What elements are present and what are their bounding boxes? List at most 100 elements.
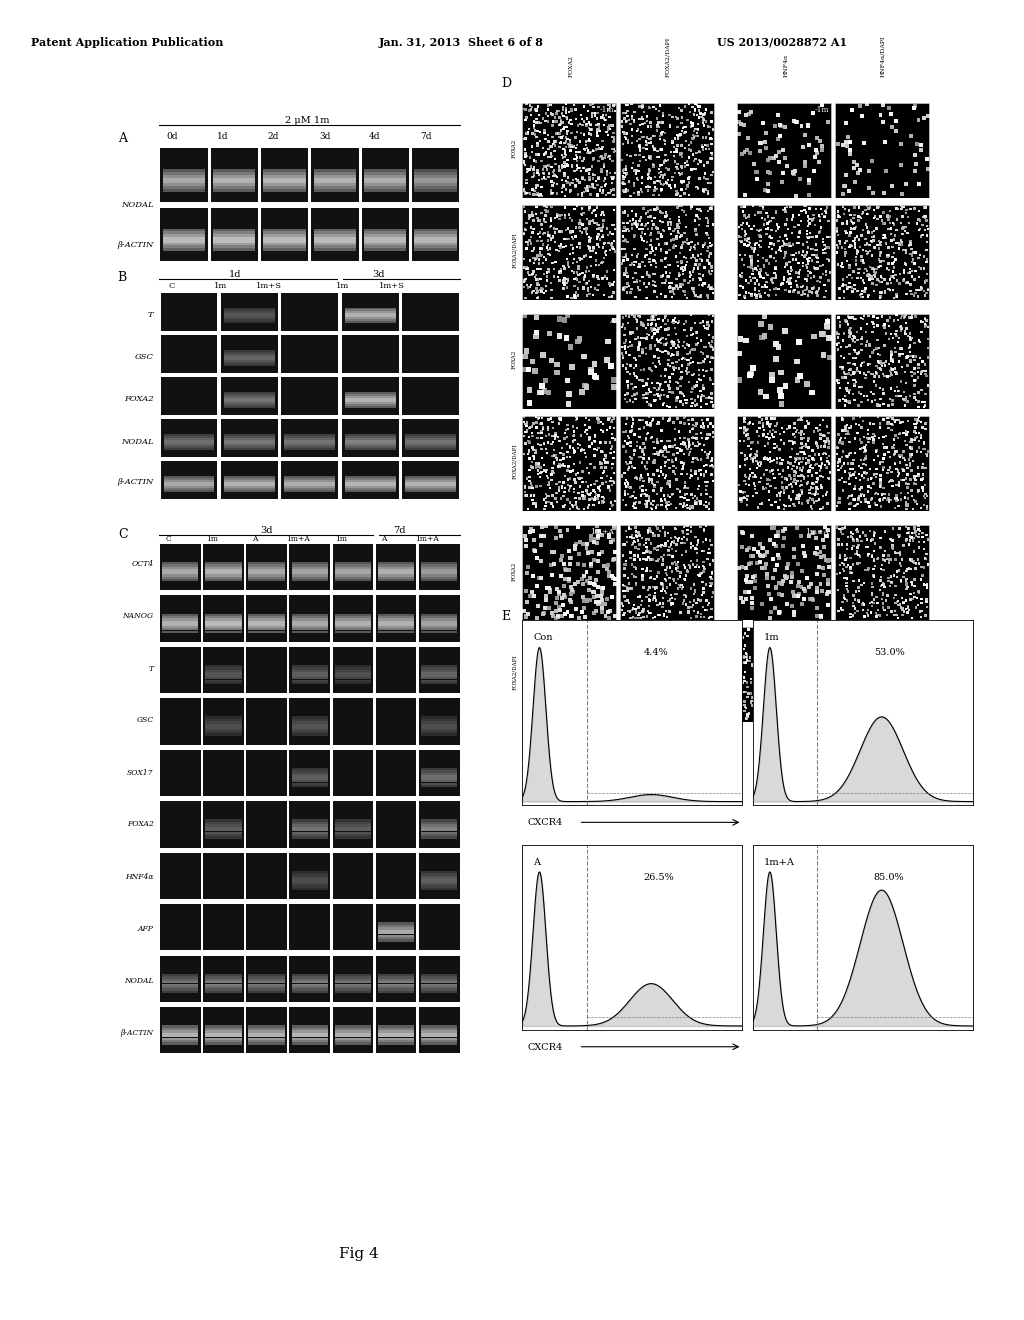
Bar: [421, 1030, 458, 1032]
Bar: [224, 308, 274, 309]
Bar: [261, 148, 308, 202]
Bar: [213, 169, 255, 172]
Text: 53.0%: 53.0%: [873, 648, 904, 657]
Bar: [421, 577, 458, 579]
Text: NANOG: NANOG: [123, 611, 154, 620]
Bar: [162, 974, 199, 977]
Bar: [224, 436, 274, 438]
Bar: [378, 1032, 414, 1035]
Bar: [335, 1038, 371, 1040]
Bar: [345, 404, 395, 405]
Bar: [224, 362, 274, 363]
Bar: [249, 981, 285, 983]
Bar: [421, 626, 458, 628]
Bar: [164, 484, 214, 486]
Bar: [292, 974, 328, 977]
Bar: [365, 243, 407, 246]
Bar: [206, 682, 242, 684]
Bar: [224, 400, 274, 401]
Bar: [224, 484, 274, 486]
Bar: [365, 238, 407, 240]
Bar: [335, 834, 371, 837]
Bar: [162, 572, 199, 574]
Bar: [402, 420, 459, 457]
Bar: [292, 768, 328, 771]
Bar: [206, 731, 242, 734]
Bar: [421, 726, 458, 729]
Text: AFP: AFP: [137, 924, 154, 933]
Bar: [206, 989, 242, 991]
Bar: [203, 544, 244, 590]
Bar: [335, 826, 371, 829]
Text: E: E: [502, 610, 511, 623]
Bar: [292, 579, 328, 581]
Bar: [378, 986, 414, 989]
Bar: [406, 488, 456, 490]
Bar: [335, 837, 371, 838]
Bar: [415, 246, 457, 248]
Bar: [163, 231, 205, 234]
Bar: [292, 878, 328, 880]
Bar: [345, 477, 395, 478]
Bar: [213, 231, 255, 234]
Bar: [206, 1040, 242, 1043]
Bar: [345, 393, 395, 396]
Bar: [378, 940, 414, 941]
Bar: [378, 1028, 414, 1030]
Bar: [292, 618, 328, 620]
Bar: [406, 482, 456, 484]
Bar: [292, 665, 328, 668]
Bar: [285, 438, 335, 440]
Bar: [263, 248, 306, 251]
Bar: [406, 477, 456, 478]
Bar: [378, 929, 414, 932]
Bar: [211, 148, 258, 202]
Bar: [213, 228, 255, 231]
Bar: [249, 569, 285, 572]
Bar: [206, 977, 242, 978]
Bar: [345, 312, 395, 313]
Bar: [292, 775, 328, 777]
Bar: [292, 981, 328, 983]
Bar: [378, 1043, 414, 1044]
Bar: [421, 826, 458, 829]
Bar: [162, 574, 199, 577]
Bar: [263, 189, 306, 191]
Bar: [160, 904, 201, 950]
Bar: [206, 618, 242, 620]
Bar: [249, 616, 285, 618]
Bar: [206, 616, 242, 618]
Bar: [162, 577, 199, 579]
Bar: [365, 228, 407, 231]
Bar: [162, 565, 199, 566]
Bar: [421, 888, 458, 890]
Bar: [292, 783, 328, 785]
Bar: [290, 647, 330, 693]
Bar: [421, 672, 458, 675]
Bar: [406, 478, 456, 480]
Bar: [282, 378, 338, 414]
Bar: [160, 801, 201, 847]
Bar: [345, 436, 395, 438]
Bar: [292, 569, 328, 572]
Bar: [421, 989, 458, 991]
Bar: [292, 734, 328, 735]
Bar: [249, 565, 285, 566]
Bar: [378, 626, 414, 628]
Bar: [335, 1043, 371, 1044]
Bar: [365, 178, 407, 181]
Bar: [206, 734, 242, 735]
Bar: [292, 682, 328, 684]
Text: SOX17: SOX17: [127, 768, 154, 777]
Bar: [376, 647, 417, 693]
Bar: [376, 1007, 417, 1053]
Bar: [378, 631, 414, 632]
Bar: [406, 445, 456, 446]
Text: -1m: -1m: [815, 106, 829, 114]
Bar: [335, 675, 371, 677]
Bar: [421, 783, 458, 785]
Bar: [206, 614, 242, 616]
Bar: [378, 937, 414, 940]
Bar: [263, 169, 306, 172]
Bar: [162, 1028, 199, 1030]
